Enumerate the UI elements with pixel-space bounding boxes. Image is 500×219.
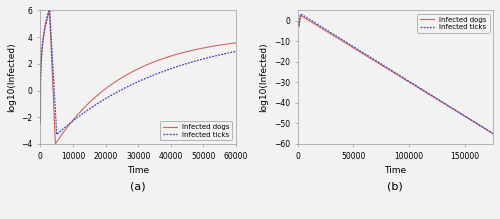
Infected dogs: [488, 131, 494, 134]
Infected ticks: [130, 83, 136, 85]
Infected dogs: [38, 123, 44, 125]
X-axis label: Time: Time: [384, 166, 406, 175]
Infected dogs: [382, 66, 388, 69]
Y-axis label: log10(Infected): log10(Infected): [259, 42, 268, 112]
Infected dogs: [298, 14, 304, 17]
Infected dogs: [340, 40, 346, 43]
Line: Infected ticks: Infected ticks: [298, 14, 493, 134]
Infected dogs: [180, 51, 186, 54]
Infected dogs: [294, 22, 300, 25]
Infected ticks: [298, 13, 304, 15]
Infected ticks: [342, 40, 348, 43]
Infected dogs: [342, 41, 348, 44]
Infected ticks: [382, 65, 388, 68]
Infected ticks: [488, 131, 494, 134]
Infected ticks: [341, 39, 347, 42]
Infected ticks: [46, 7, 52, 9]
Infected dogs: [227, 42, 233, 45]
Infected ticks: [294, 20, 300, 23]
Line: Infected dogs: Infected dogs: [40, 11, 236, 144]
Text: (b): (b): [388, 181, 403, 191]
Infected dogs: [130, 70, 136, 72]
Infected ticks: [180, 64, 186, 66]
X-axis label: Time: Time: [127, 166, 149, 175]
Y-axis label: log10(Infected): log10(Infected): [7, 42, 16, 112]
Infected dogs: [120, 76, 126, 78]
Line: Infected ticks: Infected ticks: [40, 8, 236, 134]
Infected dogs: [46, 10, 52, 12]
Infected ticks: [368, 57, 374, 59]
Legend: Infected dogs, Infected ticks: Infected dogs, Infected ticks: [417, 14, 490, 33]
Infected dogs: [341, 41, 347, 43]
Infected dogs: [233, 42, 239, 44]
Infected dogs: [218, 44, 224, 46]
Infected dogs: [368, 58, 374, 60]
Infected ticks: [38, 123, 44, 125]
Infected ticks: [340, 39, 346, 41]
Infected dogs: [490, 132, 496, 135]
Infected dogs: [52, 143, 59, 145]
Line: Infected dogs: Infected dogs: [298, 16, 493, 134]
Infected ticks: [120, 88, 126, 90]
Legend: Infected dogs, Infected ticks: Infected dogs, Infected ticks: [160, 122, 232, 140]
Infected ticks: [490, 132, 496, 135]
Infected ticks: [227, 51, 233, 54]
Infected ticks: [121, 87, 127, 90]
Infected ticks: [218, 53, 224, 56]
Infected dogs: [121, 75, 127, 78]
Infected ticks: [233, 50, 239, 53]
Infected ticks: [54, 133, 60, 136]
Text: (a): (a): [130, 181, 146, 191]
